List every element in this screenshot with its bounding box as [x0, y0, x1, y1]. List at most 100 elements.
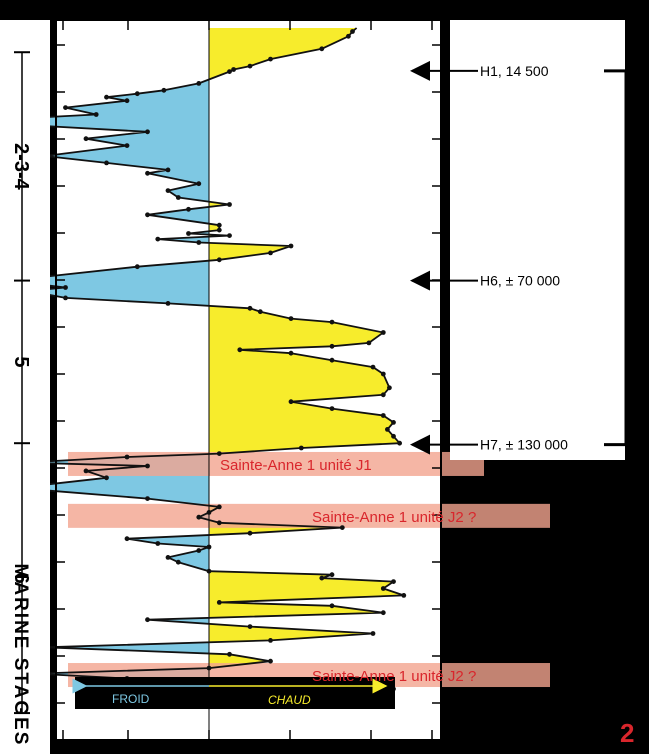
data-point [63, 295, 68, 301]
data-point [104, 160, 109, 166]
data-point [124, 98, 130, 104]
data-point [134, 91, 140, 97]
event-label: H1, 14 500 [480, 63, 549, 79]
data-point [165, 555, 171, 560]
marine-stages-label: MARINE STAGES [10, 564, 31, 747]
data-point [288, 399, 294, 405]
data-point [227, 651, 232, 657]
data-point [237, 347, 243, 353]
panel-number: 2 [620, 718, 634, 748]
data-point [145, 496, 150, 501]
data-point [134, 264, 140, 270]
data-point [186, 206, 191, 212]
data-point [206, 544, 212, 550]
data-point [380, 392, 386, 398]
data-point [104, 94, 109, 100]
data-point [268, 56, 273, 62]
data-point [145, 170, 150, 176]
data-point [329, 319, 335, 325]
data-point [346, 33, 351, 39]
data-point [145, 129, 150, 135]
data-point [63, 105, 68, 110]
data-point [387, 385, 392, 391]
data-point [329, 572, 335, 578]
heinrich-bracket [604, 69, 628, 447]
data-point [227, 233, 232, 239]
plot-frame [55, 19, 442, 741]
data-point [268, 638, 273, 643]
data-point [196, 81, 202, 86]
data-point [370, 631, 376, 636]
data-point [401, 593, 407, 598]
data-point [216, 504, 222, 510]
data-point [175, 195, 181, 200]
data-point [247, 305, 253, 311]
data-point [216, 222, 222, 228]
data-point [366, 340, 372, 346]
data-point [268, 250, 273, 256]
legend-cold-label: FROID [112, 692, 150, 706]
data-point [63, 285, 68, 290]
data-point [216, 451, 222, 456]
data-point [155, 236, 161, 242]
data-point [329, 343, 335, 349]
data-point [216, 520, 222, 526]
warm-fill-area [209, 28, 404, 698]
data-point [391, 433, 396, 439]
data-point [385, 427, 390, 432]
event-label: H6, ± 70 000 [480, 273, 560, 289]
data-point [227, 69, 232, 74]
data-point [329, 406, 335, 411]
data-point [145, 463, 150, 469]
event-label-panel [450, 20, 625, 460]
data-point [397, 440, 402, 446]
data-point [145, 212, 150, 218]
data-point [161, 87, 167, 93]
data-point [257, 309, 263, 315]
data-point [124, 454, 130, 460]
data-point [186, 231, 191, 236]
data-point [268, 658, 273, 664]
legend-warm-label: CHAUD [268, 693, 311, 707]
data-point [124, 536, 130, 542]
data-point [380, 610, 386, 616]
data-point [196, 181, 202, 187]
data-point [227, 202, 232, 207]
legend-bar [75, 677, 395, 709]
data-point [339, 525, 345, 530]
data-point [104, 475, 109, 481]
stage-label: 2-3-4 [10, 143, 32, 191]
curve-line [23, 27, 405, 699]
data-point [231, 67, 237, 72]
data-point [196, 240, 202, 245]
data-point [206, 665, 212, 671]
data-point [196, 548, 202, 553]
data-point [175, 559, 181, 565]
data-point [93, 112, 99, 117]
data-point [206, 568, 212, 574]
data-point [206, 510, 212, 515]
band-label: Sainte-Anne 1 unité J1 [220, 457, 372, 474]
data-point [391, 420, 396, 425]
data-point [165, 188, 171, 194]
stage-column [0, 20, 50, 754]
stage-label: 5 [10, 356, 32, 367]
data-point [329, 603, 335, 609]
data-point [145, 617, 150, 623]
data-point [329, 357, 335, 363]
stage-label: 6 [10, 573, 32, 584]
data-point [288, 350, 294, 356]
data-point [216, 600, 222, 605]
cold-fill-area [24, 28, 209, 698]
data-point [124, 143, 130, 149]
data-point [247, 530, 253, 536]
data-point [83, 468, 89, 474]
data-point [350, 29, 355, 34]
data-point [298, 445, 304, 451]
heinrich-events-label: HEINRICH EVENTS [620, 152, 642, 364]
data-point [196, 514, 202, 520]
data-point [319, 575, 325, 581]
data-point [247, 624, 253, 629]
data-point [83, 136, 89, 142]
